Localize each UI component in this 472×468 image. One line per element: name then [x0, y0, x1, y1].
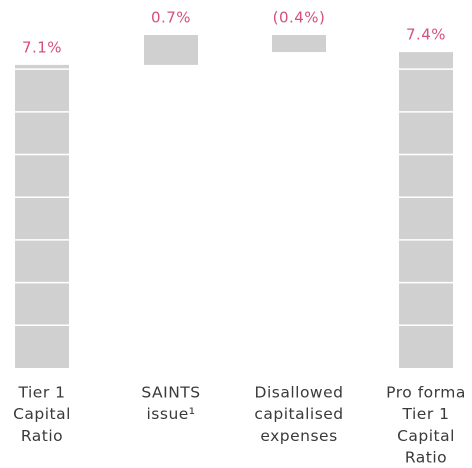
- bar: [144, 35, 198, 65]
- category-label: Capital: [397, 427, 455, 445]
- value-label: 0.7%: [151, 9, 191, 27]
- bar: [399, 52, 453, 368]
- value-label: 7.4%: [406, 26, 446, 44]
- category-label: issue¹: [146, 405, 195, 423]
- category-label: expenses: [260, 427, 337, 445]
- category-label: Disallowed: [255, 384, 344, 402]
- category-label: Pro forma: [386, 384, 466, 402]
- category-label: Ratio: [21, 427, 63, 445]
- value-label: (0.4%): [273, 9, 326, 27]
- category-label: SAINTS: [141, 384, 200, 402]
- bar: [272, 35, 326, 53]
- bar: [15, 64, 69, 368]
- category-label: Ratio: [405, 449, 447, 467]
- category-label: capitalised: [254, 405, 343, 423]
- category-label: Capital: [13, 405, 71, 423]
- category-label: Tier 1: [18, 384, 66, 402]
- value-label: 7.1%: [22, 38, 62, 56]
- category-label: Tier 1: [402, 405, 450, 423]
